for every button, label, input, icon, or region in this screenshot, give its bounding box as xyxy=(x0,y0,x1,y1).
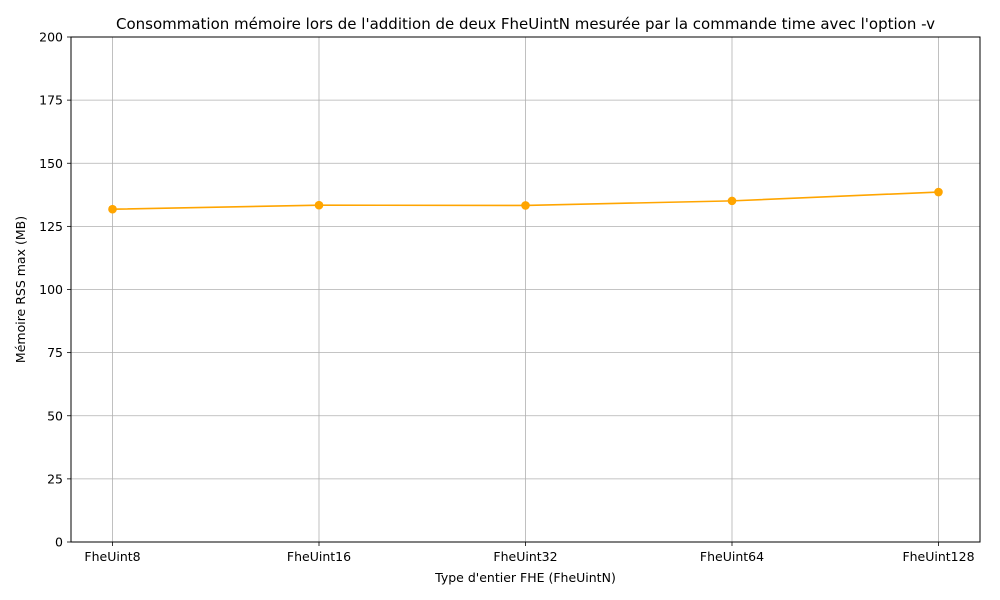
grid-lines xyxy=(71,36,980,543)
y-tick-label: 75 xyxy=(47,345,63,360)
y-tick-label: 150 xyxy=(39,156,63,171)
y-tick-label: 125 xyxy=(39,219,63,234)
y-tick-label: 100 xyxy=(39,282,63,297)
y-tick-label: 200 xyxy=(39,30,63,45)
y-tick-label: 0 xyxy=(55,535,63,550)
plot-frame xyxy=(70,36,981,543)
y-tick-label: 25 xyxy=(47,471,63,486)
y-axis-label: Mémoire RSS max (MB) xyxy=(13,216,28,363)
y-tick-label: 50 xyxy=(47,408,63,423)
y-tick-label: 175 xyxy=(39,93,63,108)
x-tick-label: FheUint8 xyxy=(84,549,140,564)
data-point xyxy=(314,200,324,210)
data-point xyxy=(934,187,943,197)
y-axis-ticks: 0 25 50 75 100 125 150 175 200 xyxy=(39,30,71,550)
data-series xyxy=(108,187,943,214)
x-tick-label: FheUint128 xyxy=(902,549,974,564)
x-tick-label: FheUint64 xyxy=(700,549,764,564)
data-point xyxy=(521,201,530,210)
x-tick-label: FheUint32 xyxy=(493,549,557,564)
data-point xyxy=(108,204,117,214)
x-axis-ticks: FheUint8 FheUint16 FheUint32 FheUint64 FheUi… xyxy=(84,542,975,564)
x-tick-label: FheUint16 xyxy=(287,549,351,564)
chart-title: Consommation mémoire lors de l'addition … xyxy=(116,15,935,33)
x-axis-label: Type d'entier FHE (FheUintN) xyxy=(434,570,616,585)
data-point xyxy=(727,196,737,206)
